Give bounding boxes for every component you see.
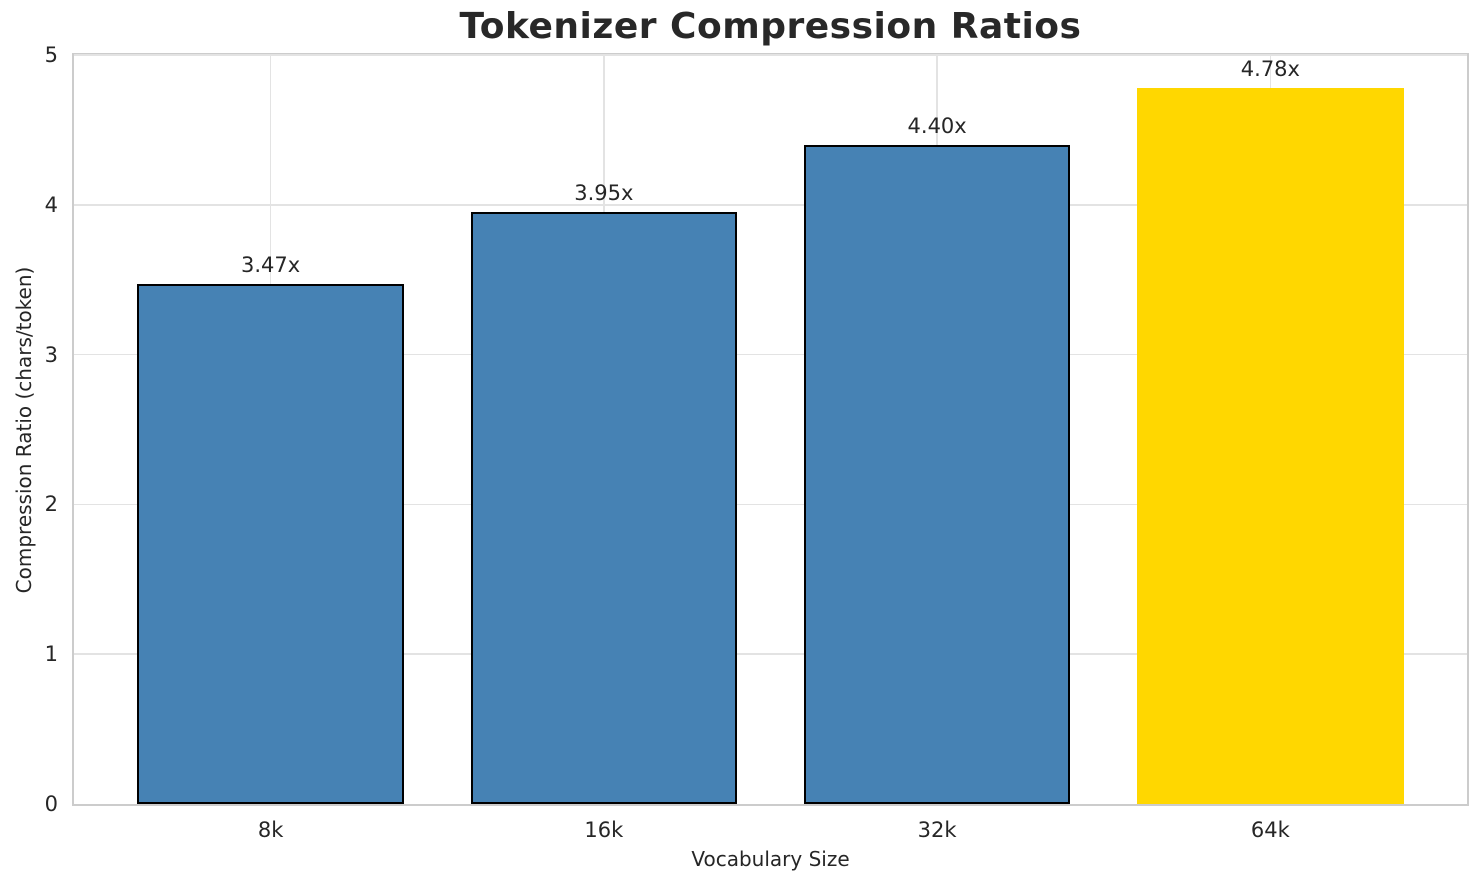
x-tick-label: 64k [1250, 818, 1290, 842]
y-tick-label: 1 [44, 642, 58, 667]
chart-title: Tokenizer Compression Ratios [459, 6, 1082, 47]
y-axis-label: Compression Ratio (chars/token) [12, 266, 36, 594]
y-tick-label: 0 [44, 792, 58, 816]
bar-16k [470, 212, 738, 804]
x-axis-label: Vocabulary Size [691, 847, 850, 871]
y-tick-label: 5 [44, 43, 58, 67]
bar-value-label: 4.78x [1240, 56, 1300, 81]
x-tick-label: 16k [584, 818, 624, 842]
bar-value-label: 3.47x [241, 253, 301, 278]
x-tick-label: 8k [257, 818, 284, 842]
y-tick-label: 4 [44, 192, 58, 217]
gridline-horizontal [74, 353, 1467, 356]
gridline-horizontal [74, 653, 1467, 655]
bar-64k [1137, 87, 1404, 804]
x-tick-label: 32k [917, 818, 957, 842]
gridline-horizontal [74, 54, 1467, 56]
bar-value-label: 4.40x [907, 113, 967, 138]
y-tick-label: 3 [44, 342, 58, 367]
bar-8k [137, 284, 404, 804]
plot-area: 3.47x 3.95x 4.40x 4.78x [72, 53, 1469, 806]
gridline-horizontal [74, 204, 1467, 206]
bar-32k [803, 144, 1071, 804]
y-tick-label: 2 [44, 492, 58, 517]
bar-value-label: 3.95x [574, 181, 634, 206]
gridline-horizontal [74, 503, 1467, 506]
